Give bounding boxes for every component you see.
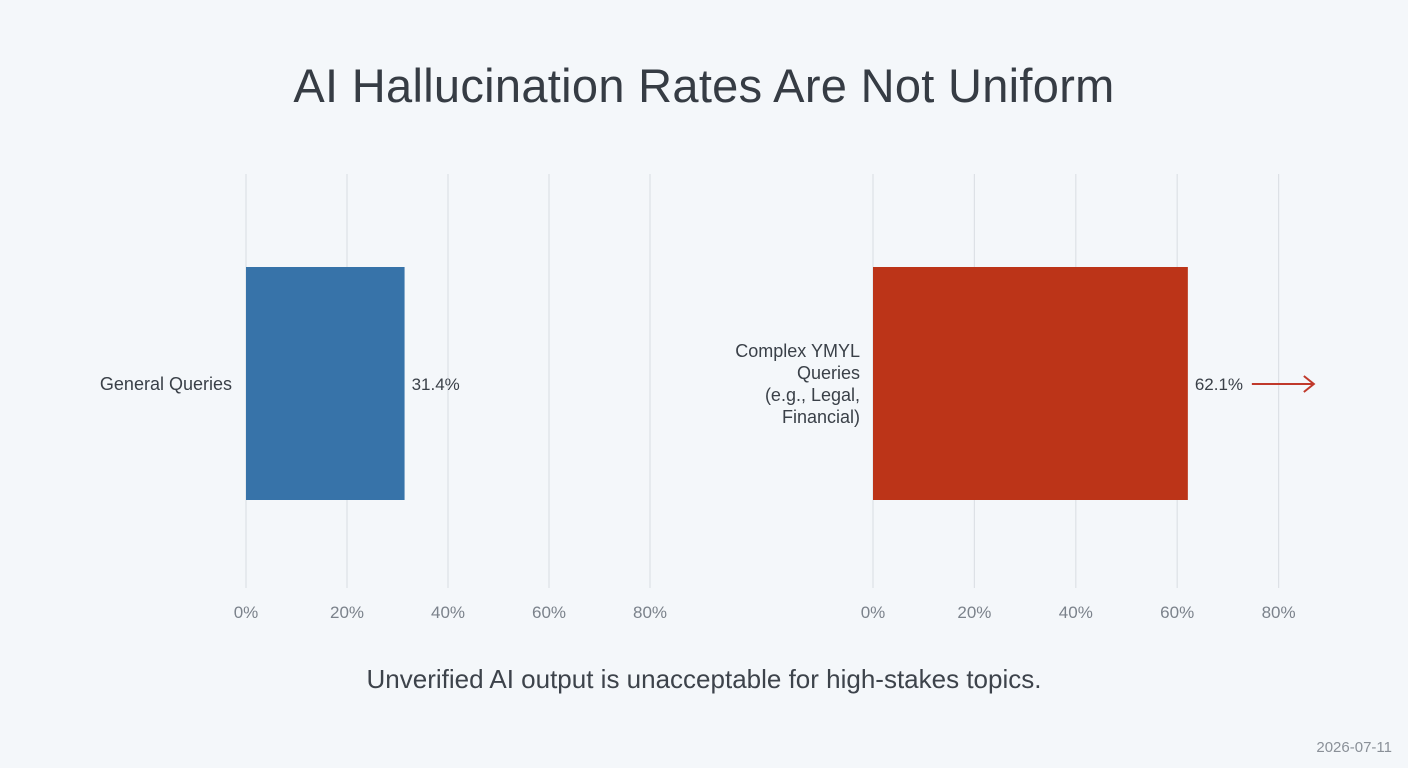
- category-label: Financial): [782, 407, 860, 427]
- chart-footnote: Unverified AI output is unacceptable for…: [366, 664, 1042, 694]
- x-tick-label: 40%: [431, 603, 465, 622]
- category-label: Queries: [797, 363, 860, 383]
- x-tick-label: 60%: [532, 603, 566, 622]
- x-tick-label: 20%: [330, 603, 364, 622]
- x-tick-label: 0%: [861, 603, 886, 622]
- category-label: Complex YMYL: [735, 341, 860, 361]
- x-tick-label: 80%: [633, 603, 667, 622]
- category-label: (e.g., Legal,: [765, 385, 860, 405]
- bar: [246, 267, 405, 500]
- date-stamp: 2026-07-11: [1316, 739, 1392, 756]
- x-tick-label: 40%: [1059, 603, 1093, 622]
- value-label: 31.4%: [412, 375, 460, 394]
- x-tick-label: 0%: [234, 603, 259, 622]
- value-label: 62.1%: [1195, 375, 1243, 394]
- x-tick-label: 80%: [1262, 603, 1296, 622]
- chart-title: AI Hallucination Rates Are Not Uniform: [293, 59, 1115, 112]
- category-label: General Queries: [100, 374, 232, 394]
- x-tick-label: 20%: [957, 603, 991, 622]
- bar: [873, 267, 1188, 500]
- x-tick-label: 60%: [1160, 603, 1194, 622]
- arrow-icon: [1303, 375, 1316, 393]
